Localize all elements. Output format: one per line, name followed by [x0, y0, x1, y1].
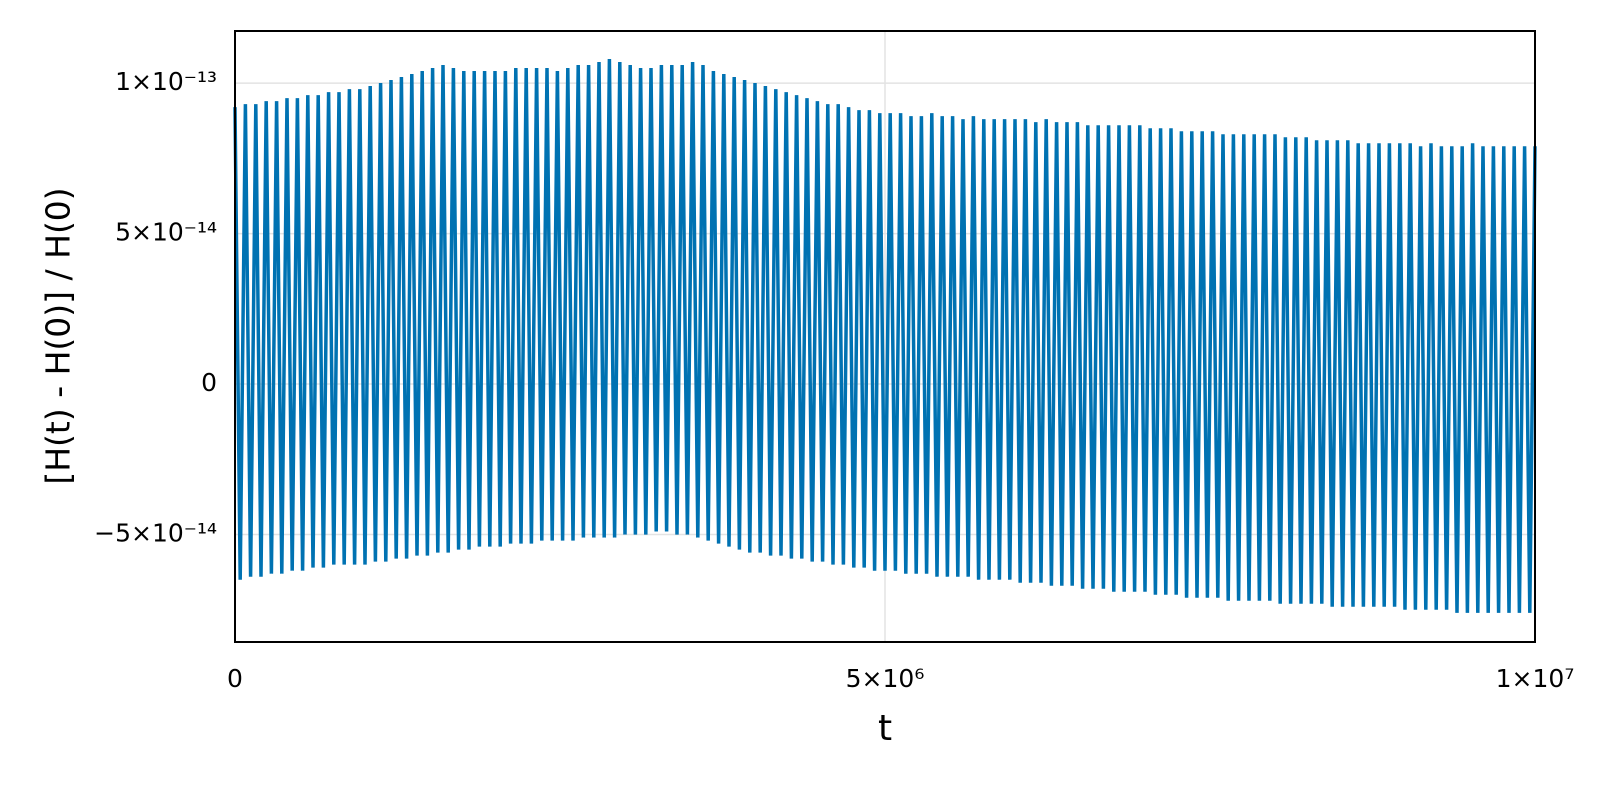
y-tick-label: 1×10⁻¹³: [115, 67, 217, 96]
data-line: [233, 58, 1537, 613]
y-tick-label: 5×10⁻¹⁴: [115, 218, 217, 247]
y-tick-label: −5×10⁻¹⁴: [94, 519, 217, 548]
axes-frame: [234, 30, 1536, 643]
y-tick-label: 0: [201, 368, 217, 397]
x-axis-label: t: [878, 708, 892, 749]
y-axis-label: [H(t) - H(0)] / H(0): [39, 187, 78, 484]
x-tick-label: 1×10⁷: [1496, 664, 1575, 693]
x-tick-label: 0: [227, 664, 243, 693]
x-tick-label: 5×10⁶: [846, 664, 925, 693]
plot-area: [233, 58, 1537, 613]
tick-labels: −5×10⁻¹⁴ 0 5×10⁻¹⁴ 1×10⁻¹³ 0 5×10⁶ 1×10⁷: [94, 67, 1574, 693]
